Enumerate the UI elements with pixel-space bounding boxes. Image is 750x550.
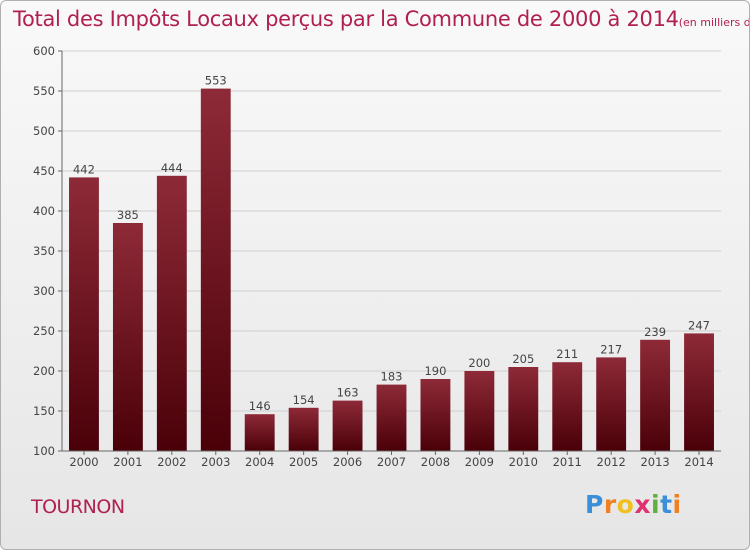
bar [112, 223, 143, 451]
x-tick-label: 2002 [157, 455, 186, 469]
logo-letter: P [585, 490, 604, 519]
data-label: 247 [688, 318, 710, 332]
y-tick-label: 550 [33, 84, 55, 98]
y-tick-label: 350 [33, 244, 55, 258]
x-tick-label: 2001 [113, 455, 142, 469]
logo-letter: x [634, 490, 651, 519]
logo-letter: r [603, 490, 617, 519]
data-label: 200 [468, 356, 490, 370]
bar [288, 407, 319, 451]
y-tick-label: 200 [33, 364, 55, 378]
x-tick-label: 2004 [245, 455, 274, 469]
x-tick-label: 2012 [597, 455, 626, 469]
x-tick-label: 2005 [289, 455, 318, 469]
data-label: 444 [161, 161, 183, 175]
chart-title: Total des Impôts Locaux perçus par la Co… [13, 7, 749, 31]
bar [640, 339, 671, 451]
y-tick-label: 450 [33, 164, 55, 178]
x-tick-label: 2007 [377, 455, 406, 469]
bar [376, 384, 407, 451]
data-label: 211 [556, 347, 578, 361]
data-label: 217 [600, 342, 622, 356]
bar [156, 175, 187, 452]
proxiti-logo: Proxiti [585, 490, 682, 519]
data-label: 553 [205, 74, 227, 88]
x-tick-label: 2010 [509, 455, 538, 469]
bars: 442 385 444 553 146 154 163 183 190 200 205 211 217 2… [69, 74, 714, 452]
data-label: 183 [381, 370, 403, 384]
x-tick-label: 2008 [421, 455, 450, 469]
x-tick-label: 2006 [333, 455, 362, 469]
bar [596, 357, 627, 451]
data-label: 442 [73, 162, 95, 176]
data-label: 239 [644, 325, 666, 339]
data-label: 154 [293, 393, 315, 407]
data-label: 163 [337, 386, 359, 400]
y-tick-label: 300 [33, 284, 55, 298]
x-axis: 2000 2001 2002 2003 2004 2005 2006 2007 2008 2009… [69, 451, 714, 469]
bar [684, 333, 714, 451]
bar [69, 177, 99, 451]
bar [332, 400, 363, 451]
y-axis: 100 150 200 250 300 350 400 450 500 550 600 [33, 44, 62, 458]
bar [200, 88, 231, 451]
bar [464, 371, 495, 451]
x-tick-label: 2013 [640, 455, 669, 469]
y-tick-label: 150 [33, 404, 55, 418]
bar [552, 362, 583, 451]
data-label: 385 [117, 208, 139, 222]
y-tick-label: 600 [33, 44, 55, 58]
bar [508, 367, 539, 451]
logo-letter: o [616, 490, 635, 519]
x-tick-label: 2011 [553, 455, 582, 469]
data-label: 146 [249, 399, 271, 413]
logo-letter: i [672, 490, 682, 519]
chart-unit: (en milliers d'€) [678, 16, 749, 29]
logo-letter: i [651, 490, 661, 519]
bar [244, 414, 275, 451]
x-tick-label: 2000 [69, 455, 98, 469]
y-tick-label: 100 [33, 444, 55, 458]
y-tick-label: 500 [33, 124, 55, 138]
chart-title-text: Total des Impôts Locaux perçus par la Co… [13, 7, 679, 31]
y-tick-label: 400 [33, 204, 55, 218]
data-label: 190 [424, 364, 446, 378]
x-tick-label: 2009 [465, 455, 494, 469]
commune-name: TOURNON [31, 496, 125, 518]
logo-letter: t [660, 490, 673, 519]
data-label: 205 [512, 352, 534, 366]
x-tick-label: 2003 [201, 455, 230, 469]
x-tick-label: 2014 [684, 455, 713, 469]
axis-lines [61, 51, 721, 452]
y-tick-label: 250 [33, 324, 55, 338]
bar [420, 379, 451, 451]
